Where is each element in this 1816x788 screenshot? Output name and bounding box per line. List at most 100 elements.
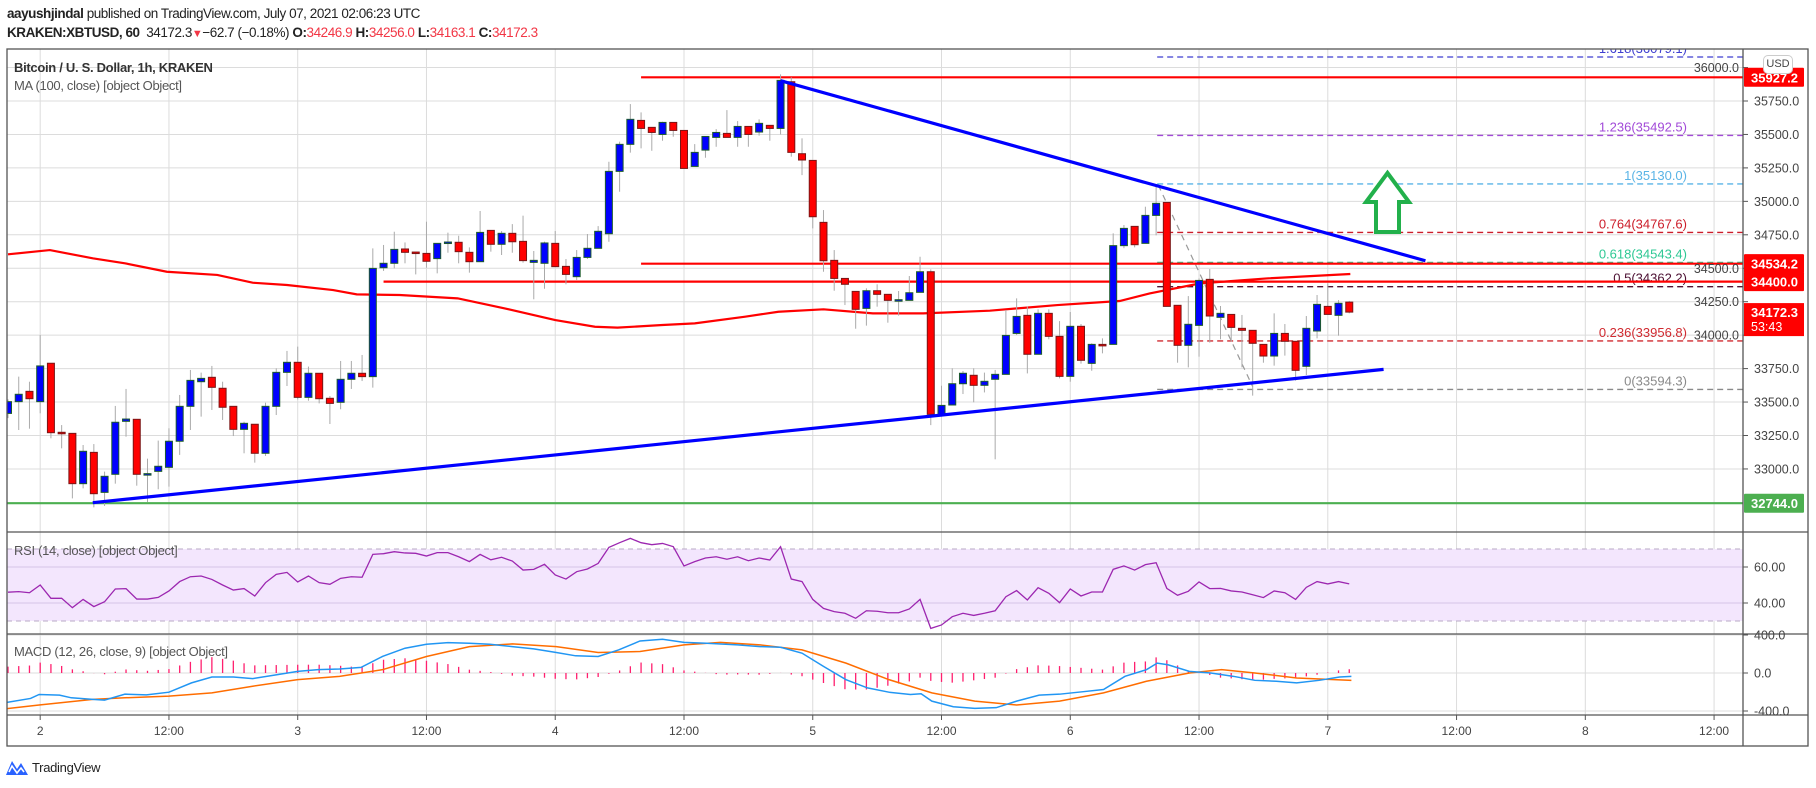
candle[interactable] bbox=[14, 376, 23, 431]
macd-pane[interactable] bbox=[0, 638, 1352, 710]
candle[interactable] bbox=[1055, 321, 1064, 379]
candle[interactable] bbox=[261, 402, 270, 456]
candle[interactable] bbox=[25, 381, 34, 429]
candle[interactable] bbox=[594, 226, 603, 249]
candle[interactable] bbox=[401, 242, 410, 264]
candle[interactable] bbox=[669, 121, 678, 137]
candle[interactable] bbox=[132, 418, 141, 486]
rsi-pane[interactable] bbox=[7, 537, 1743, 630]
candle[interactable] bbox=[1001, 309, 1010, 375]
candle[interactable] bbox=[336, 360, 345, 410]
candle[interactable] bbox=[540, 241, 549, 289]
candle[interactable] bbox=[5, 399, 12, 419]
candle[interactable] bbox=[615, 141, 624, 192]
candle[interactable] bbox=[465, 247, 474, 273]
candle[interactable] bbox=[980, 372, 989, 393]
candle[interactable] bbox=[250, 423, 259, 463]
candle[interactable] bbox=[79, 444, 88, 489]
candle[interactable] bbox=[443, 232, 452, 253]
candle[interactable] bbox=[1034, 309, 1043, 355]
candle[interactable] bbox=[282, 350, 291, 386]
candle[interactable] bbox=[122, 388, 131, 437]
candle[interactable] bbox=[325, 396, 334, 424]
candle[interactable] bbox=[1012, 298, 1021, 336]
candle[interactable] bbox=[57, 425, 66, 449]
price-tag[interactable]: 32744.0 bbox=[1744, 493, 1804, 513]
support-trendline[interactable] bbox=[92, 367, 1384, 505]
candle[interactable] bbox=[186, 369, 195, 431]
candle[interactable] bbox=[293, 346, 302, 400]
candle[interactable] bbox=[1044, 309, 1053, 340]
candle[interactable] bbox=[379, 244, 388, 271]
candle[interactable] bbox=[36, 335, 45, 414]
candle[interactable] bbox=[1313, 295, 1322, 339]
candle[interactable] bbox=[626, 104, 635, 153]
candle[interactable] bbox=[1141, 206, 1150, 244]
candle[interactable] bbox=[690, 144, 699, 167]
candle[interactable] bbox=[819, 210, 828, 272]
candle[interactable] bbox=[411, 251, 420, 275]
candle[interactable] bbox=[154, 440, 163, 490]
candle[interactable] bbox=[229, 405, 238, 437]
candle[interactable] bbox=[808, 159, 817, 229]
candle[interactable] bbox=[787, 77, 796, 157]
candle[interactable] bbox=[1173, 304, 1182, 363]
candle[interactable] bbox=[712, 129, 721, 147]
candle[interactable] bbox=[304, 366, 313, 401]
candle[interactable] bbox=[1248, 329, 1257, 396]
candle[interactable] bbox=[937, 385, 946, 417]
candle[interactable] bbox=[572, 250, 581, 281]
candle[interactable] bbox=[926, 269, 935, 426]
candle[interactable] bbox=[1237, 314, 1246, 368]
candle[interactable] bbox=[390, 231, 399, 269]
candle[interactable] bbox=[851, 290, 860, 329]
candle[interactable] bbox=[958, 371, 967, 395]
candle[interactable] bbox=[873, 284, 882, 307]
candle[interactable] bbox=[1066, 312, 1075, 382]
author-name[interactable]: aayushjindal bbox=[7, 6, 84, 21]
candle[interactable] bbox=[604, 161, 613, 242]
candle[interactable] bbox=[862, 288, 871, 326]
candle[interactable] bbox=[508, 224, 517, 253]
currency-button[interactable]: USD bbox=[1763, 55, 1793, 74]
candle[interactable] bbox=[883, 293, 892, 323]
candle[interactable] bbox=[894, 290, 903, 316]
candle[interactable] bbox=[551, 231, 560, 268]
candle[interactable] bbox=[637, 112, 646, 149]
candle[interactable] bbox=[701, 135, 710, 158]
candle[interactable] bbox=[164, 428, 173, 487]
resistance-trendline[interactable] bbox=[780, 79, 1426, 263]
candle[interactable] bbox=[529, 250, 538, 300]
candle[interactable] bbox=[486, 229, 495, 252]
candle[interactable] bbox=[368, 248, 377, 388]
macd-legend[interactable]: MACD (12, 26, close, 9) [object Object] bbox=[14, 644, 228, 659]
candle[interactable] bbox=[991, 369, 1000, 460]
candle[interactable] bbox=[561, 259, 570, 285]
candle[interactable] bbox=[422, 221, 431, 268]
candle[interactable] bbox=[840, 277, 849, 306]
candle[interactable] bbox=[1334, 300, 1343, 336]
candle[interactable] bbox=[905, 276, 914, 301]
candle[interactable] bbox=[175, 394, 184, 455]
candle[interactable] bbox=[1280, 324, 1289, 356]
tradingview-logo[interactable]: TradingView bbox=[5, 757, 101, 777]
candle[interactable] bbox=[1119, 225, 1128, 249]
candle[interactable] bbox=[1227, 313, 1236, 342]
candle[interactable] bbox=[347, 360, 356, 389]
candle[interactable] bbox=[454, 235, 463, 264]
candle[interactable] bbox=[68, 432, 77, 499]
candle[interactable] bbox=[733, 121, 742, 147]
candle[interactable] bbox=[89, 444, 98, 508]
candle[interactable] bbox=[476, 210, 485, 263]
candle[interactable] bbox=[1098, 338, 1107, 354]
main-pane[interactable]: 1.618(36079.1) 1.236(35492.5) 1(35130.0) 0.… bbox=[5, 41, 1744, 508]
candle[interactable] bbox=[1130, 225, 1139, 248]
candle[interactable] bbox=[916, 256, 925, 293]
rsi-legend[interactable]: RSI (14, close) [object Object] bbox=[14, 543, 178, 558]
candle[interactable] bbox=[218, 381, 227, 420]
candle[interactable] bbox=[1195, 278, 1204, 357]
candle[interactable] bbox=[111, 405, 120, 484]
candle[interactable] bbox=[1109, 233, 1118, 345]
candle[interactable] bbox=[358, 354, 367, 382]
candle[interactable] bbox=[798, 138, 807, 176]
